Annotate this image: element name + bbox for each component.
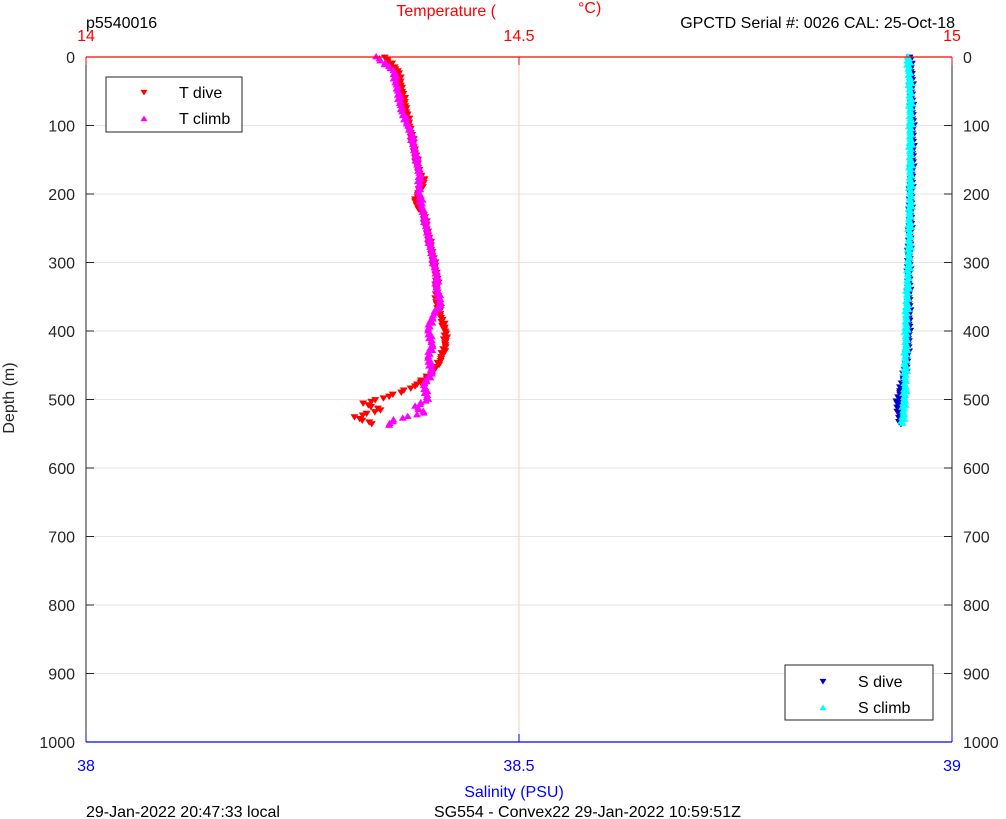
data-point: [397, 389, 406, 396]
legend-entry-t-dive: T dive: [179, 85, 222, 102]
temperature-axis-label-left: Temperature (: [396, 3, 496, 20]
temperature-tick-label: 14: [77, 28, 95, 45]
y-tick-label-left: 800: [48, 598, 75, 615]
y-tick-label-left: 900: [48, 667, 75, 684]
series-s-climb: [897, 53, 917, 426]
data-point: [421, 397, 430, 404]
data-point: [435, 305, 444, 312]
profile-id: p5540016: [86, 15, 157, 32]
data-point: [403, 412, 412, 420]
temperature-tick-label: 14.5: [503, 28, 534, 45]
y-tick-label-left: 300: [48, 256, 75, 273]
data-point: [385, 421, 394, 428]
data-point: [358, 412, 367, 419]
legend-temperature-box: [105, 76, 243, 133]
y-tick-label-right: 800: [963, 598, 990, 615]
legend-marker-s-dive: [819, 678, 827, 685]
series-t-climb: [372, 53, 446, 428]
data-point: [367, 398, 376, 406]
data-point: [376, 56, 385, 64]
salinity-tick-label: 38.5: [503, 758, 534, 775]
data-point: [426, 373, 435, 381]
y-tick-label-left: 0: [66, 50, 75, 67]
y-tick-label-right: 700: [963, 530, 990, 547]
y-tick-label-right: 100: [963, 119, 990, 136]
y-tick-label-left: 500: [48, 393, 75, 410]
local-timestamp: 29-Jan-2022 20:47:33 local: [86, 804, 280, 819]
data-point: [366, 403, 375, 411]
data-point: [370, 409, 379, 416]
legend-salinity-markers: [819, 678, 827, 711]
data-point: [898, 419, 907, 426]
y-tick-label-right: 400: [963, 324, 990, 341]
legend-marker-t-climb: [140, 115, 148, 122]
y-tick-label-right: 900: [963, 667, 990, 684]
data-point: [437, 318, 446, 326]
temperature-tick-label: 15: [943, 28, 961, 45]
serial-info: GPCTD Serial #: 0026 CAL: 25-Oct-18: [680, 15, 955, 32]
data-point: [362, 410, 371, 418]
legend-marker-s-climb: [819, 704, 827, 711]
salinity-tick-label: 39: [943, 758, 961, 775]
y-tick-label-right: 1000: [963, 735, 999, 752]
data-point: [443, 334, 452, 341]
grid: [86, 56, 952, 743]
data-points: [350, 53, 918, 428]
data-point: [359, 400, 368, 407]
data-point: [398, 414, 407, 421]
y-tick-label-left: 100: [48, 119, 75, 136]
data-point: [388, 391, 397, 399]
y-tick-label-right: 0: [963, 50, 972, 67]
data-point: [376, 407, 385, 414]
data-point: [441, 348, 450, 355]
y-tick-label-right: 300: [963, 256, 990, 273]
data-point: [371, 397, 380, 404]
data-point: [416, 379, 425, 386]
data-point: [367, 421, 376, 428]
data-point: [414, 405, 423, 413]
data-point: [358, 417, 367, 425]
axes: 0 0 100 100 200 200 300 300 400 400 500 500 600 600 70…: [39, 28, 998, 775]
legend-salinity-box: [784, 664, 934, 721]
salinity-axis-label: Salinity (PSU): [464, 784, 564, 801]
salinity-tick-label: 38: [77, 758, 95, 775]
y-tick-label-right: 200: [963, 187, 990, 204]
y-tick-label-left: 600: [48, 461, 75, 478]
data-point: [411, 383, 420, 390]
y-tick-label-left: 700: [48, 530, 75, 547]
data-point: [435, 361, 444, 369]
legend-entry-s-climb: S climb: [858, 700, 911, 717]
legend-temperature: T dive T climb: [105, 76, 243, 133]
legend-entry-s-dive: S dive: [858, 674, 903, 691]
y-tick-label-left: 400: [48, 324, 75, 341]
mission-info: SG554 - Convex22 29-Jan-2022 10:59:51Z: [434, 804, 741, 819]
y-tick-label-left: 200: [48, 187, 75, 204]
data-point: [406, 385, 415, 392]
depth-axis-label: Depth (m): [1, 362, 18, 433]
data-point: [413, 410, 422, 418]
data-point: [380, 60, 389, 68]
data-point: [379, 395, 388, 402]
legend-salinity: S dive S climb: [784, 664, 934, 721]
data-point: [385, 393, 394, 401]
legend-temperature-markers: [140, 89, 148, 122]
legend-entry-t-climb: T climb: [179, 111, 230, 128]
data-point: [350, 414, 359, 421]
data-point: [419, 409, 428, 416]
y-tick-label-right: 600: [963, 461, 990, 478]
legend-marker-t-dive: [140, 89, 148, 96]
temperature-axis-label-right: °C): [578, 0, 601, 17]
y-tick-label-right: 500: [963, 393, 990, 410]
y-tick-label-left: 1000: [39, 735, 75, 752]
